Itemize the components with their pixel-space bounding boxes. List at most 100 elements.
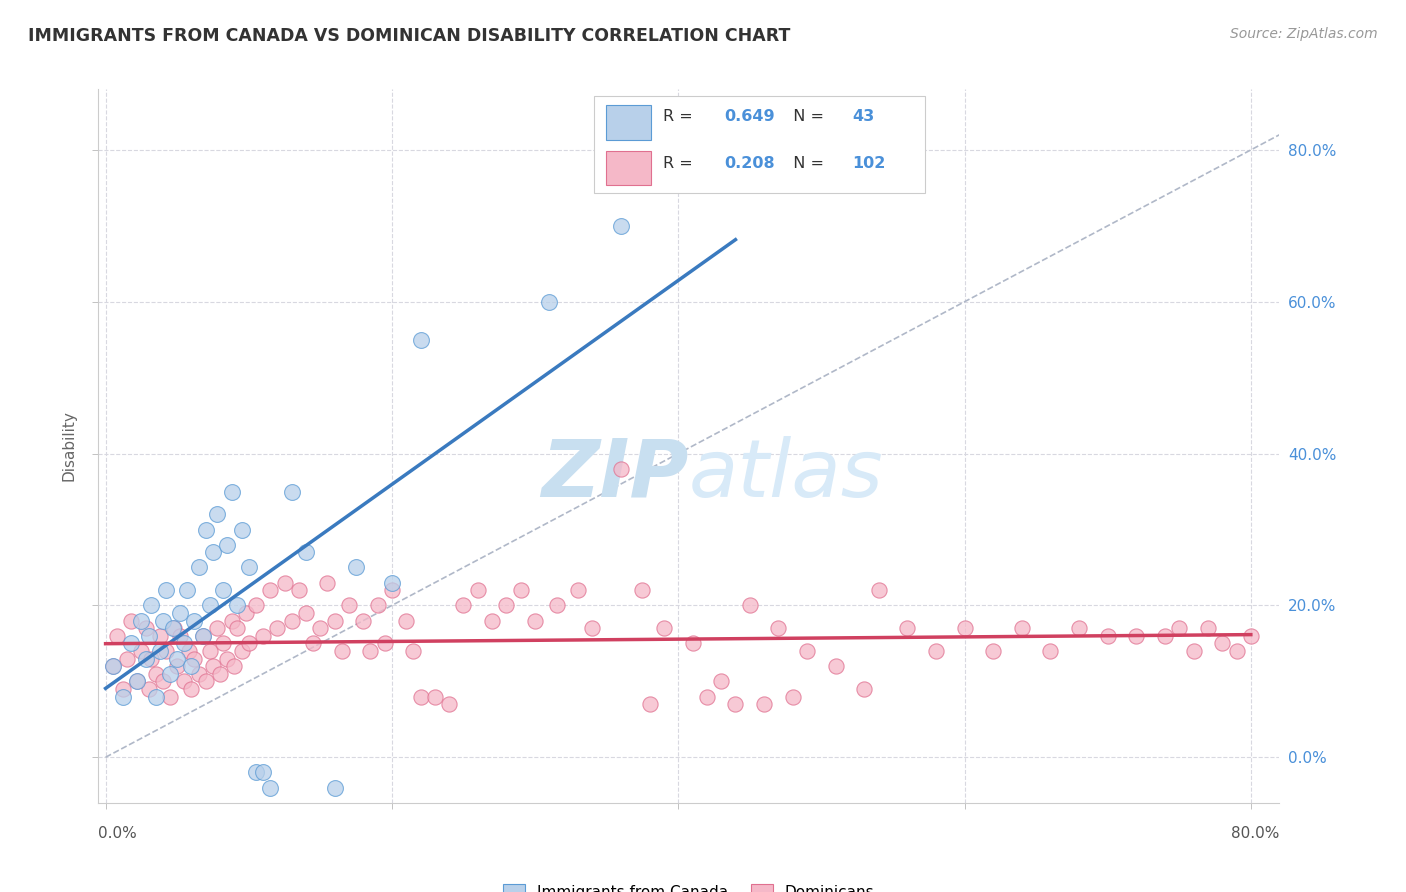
- Point: [868, 583, 890, 598]
- Text: R =: R =: [664, 109, 697, 124]
- Point: [1240, 629, 1263, 643]
- Point: [409, 690, 432, 704]
- Point: [344, 560, 367, 574]
- Point: [1097, 629, 1119, 643]
- Point: [173, 636, 195, 650]
- FancyBboxPatch shape: [606, 105, 651, 140]
- Point: [796, 644, 818, 658]
- Point: [209, 666, 232, 681]
- Text: 102: 102: [852, 156, 886, 171]
- Point: [738, 599, 761, 613]
- Point: [610, 219, 633, 233]
- Point: [295, 606, 318, 620]
- Point: [896, 621, 918, 635]
- Point: [120, 636, 142, 650]
- Text: 43: 43: [852, 109, 875, 124]
- Point: [252, 629, 274, 643]
- Point: [710, 674, 733, 689]
- Point: [567, 583, 589, 598]
- Point: [280, 614, 302, 628]
- Point: [323, 614, 346, 628]
- Point: [163, 621, 186, 635]
- Point: [141, 599, 163, 613]
- Point: [187, 666, 209, 681]
- Point: [138, 681, 160, 696]
- Point: [925, 644, 948, 658]
- Text: R =: R =: [664, 156, 697, 171]
- Point: [981, 644, 1004, 658]
- Point: [111, 690, 134, 704]
- Point: [245, 765, 267, 780]
- Point: [101, 659, 124, 673]
- Point: [273, 575, 295, 590]
- Text: N =: N =: [783, 109, 830, 124]
- Point: [145, 666, 167, 681]
- Point: [367, 599, 389, 613]
- Point: [120, 614, 142, 628]
- Point: [381, 583, 404, 598]
- Point: [238, 560, 260, 574]
- Point: [159, 666, 181, 681]
- Point: [853, 681, 876, 696]
- Point: [1039, 644, 1062, 658]
- Point: [125, 674, 148, 689]
- Point: [524, 614, 547, 628]
- Point: [546, 599, 568, 613]
- Point: [538, 294, 561, 309]
- Point: [198, 644, 221, 658]
- Point: [231, 523, 253, 537]
- Point: [581, 621, 603, 635]
- Point: [221, 614, 243, 628]
- Point: [252, 765, 274, 780]
- Point: [259, 583, 281, 598]
- Point: [509, 583, 531, 598]
- Point: [217, 538, 239, 552]
- Point: [191, 629, 214, 643]
- Point: [1225, 644, 1247, 658]
- Point: [238, 636, 260, 650]
- Point: [453, 599, 475, 613]
- Point: [159, 690, 181, 704]
- Text: Source: ZipAtlas.com: Source: ZipAtlas.com: [1230, 27, 1378, 41]
- Point: [162, 621, 184, 635]
- Point: [138, 629, 160, 643]
- Point: [280, 484, 302, 499]
- Point: [191, 629, 214, 643]
- Point: [166, 651, 188, 665]
- Text: 0.208: 0.208: [724, 156, 775, 171]
- Point: [724, 697, 747, 711]
- Point: [1067, 621, 1090, 635]
- Point: [953, 621, 976, 635]
- Point: [323, 780, 346, 795]
- Point: [381, 575, 404, 590]
- Text: 0.0%: 0.0%: [98, 827, 138, 841]
- Point: [316, 575, 339, 590]
- Text: IMMIGRANTS FROM CANADA VS DOMINICAN DISABILITY CORRELATION CHART: IMMIGRANTS FROM CANADA VS DOMINICAN DISA…: [28, 27, 790, 45]
- Point: [1211, 636, 1233, 650]
- Point: [631, 583, 654, 598]
- Point: [302, 636, 325, 650]
- Point: [226, 599, 249, 613]
- Legend: Immigrants from Canada, Dominicans: Immigrants from Canada, Dominicans: [498, 878, 880, 892]
- Point: [149, 644, 172, 658]
- Point: [437, 697, 460, 711]
- Point: [652, 621, 675, 635]
- Y-axis label: Disability: Disability: [62, 410, 77, 482]
- Point: [169, 606, 191, 620]
- Point: [1168, 621, 1191, 635]
- Point: [111, 681, 134, 696]
- Point: [235, 606, 257, 620]
- Point: [481, 614, 503, 628]
- Point: [187, 560, 209, 574]
- FancyBboxPatch shape: [606, 151, 651, 185]
- Point: [824, 659, 846, 673]
- Point: [201, 659, 224, 673]
- Point: [131, 644, 153, 658]
- Point: [149, 629, 172, 643]
- Point: [131, 614, 153, 628]
- Point: [1154, 629, 1177, 643]
- Point: [115, 651, 138, 665]
- Point: [221, 484, 243, 499]
- Point: [145, 690, 167, 704]
- Point: [359, 644, 381, 658]
